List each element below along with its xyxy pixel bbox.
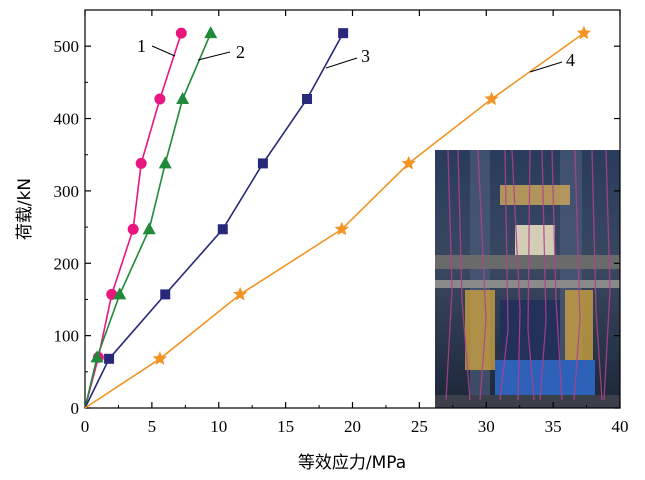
series-1 xyxy=(84,27,187,409)
data-point xyxy=(160,289,171,300)
x-axis-title: 等效应力/MPa xyxy=(298,453,406,473)
series-label-leader xyxy=(197,51,231,61)
series-2 xyxy=(84,26,218,409)
data-point xyxy=(401,155,416,170)
x-tick-label: 10 xyxy=(210,417,227,436)
data-point xyxy=(204,26,218,39)
data-point xyxy=(338,28,349,39)
y-axis-title: 荷载/kN xyxy=(15,178,35,240)
series-label-leader xyxy=(529,61,563,73)
data-point xyxy=(142,222,156,235)
x-tick-label: 0 xyxy=(81,417,90,436)
inset-photo xyxy=(435,150,620,408)
series-labels: 1 2 3 4 xyxy=(137,36,575,73)
series-label-leader xyxy=(325,57,358,69)
data-point xyxy=(135,157,147,169)
series-3 xyxy=(84,28,349,409)
x-tick-label: 25 xyxy=(411,417,428,436)
y-tick-label: 0 xyxy=(71,399,80,418)
data-point xyxy=(576,25,592,40)
series-label-2: 2 xyxy=(236,42,245,62)
y-tick-label: 100 xyxy=(54,327,80,346)
x-tick-label: 40 xyxy=(612,417,629,436)
data-point xyxy=(154,93,166,105)
data-point xyxy=(158,156,172,169)
data-point xyxy=(176,92,190,105)
y-tick-label: 400 xyxy=(54,110,80,129)
series-label-3: 3 xyxy=(361,46,370,66)
y-tick-label: 500 xyxy=(54,37,80,56)
axis-ticks xyxy=(84,10,621,409)
x-tick-label: 20 xyxy=(344,417,361,436)
data-point xyxy=(484,91,499,106)
series-label-4: 4 xyxy=(566,50,575,70)
x-tick-label: 30 xyxy=(478,417,495,436)
series-label-1: 1 xyxy=(137,36,146,56)
series-label-leader xyxy=(151,45,176,57)
y-tick-label: 300 xyxy=(54,182,80,201)
data-point xyxy=(175,27,187,39)
data-point xyxy=(90,350,104,363)
data-point xyxy=(233,286,248,301)
x-tick-label: 5 xyxy=(148,417,157,436)
series-line xyxy=(84,32,344,409)
series-layer xyxy=(84,25,592,409)
data-point xyxy=(334,221,349,236)
data-point xyxy=(113,287,127,300)
series-4 xyxy=(84,25,592,409)
data-point xyxy=(257,158,268,169)
x-tick-label: 15 xyxy=(277,417,294,436)
data-point xyxy=(104,353,115,364)
data-point xyxy=(302,94,313,105)
y-tick-label: 200 xyxy=(54,254,80,273)
data-point xyxy=(127,223,139,235)
data-point xyxy=(217,224,228,235)
data-point xyxy=(152,351,168,365)
x-tick-label: 35 xyxy=(545,417,562,436)
series-line xyxy=(84,32,212,409)
